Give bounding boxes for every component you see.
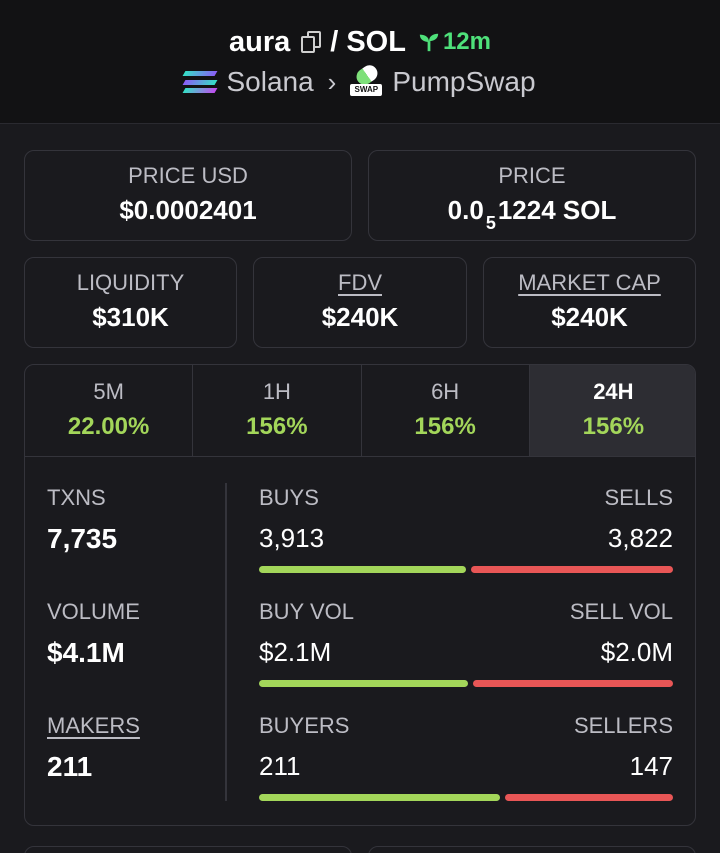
sells-label: SELLS: [604, 485, 674, 510]
price-native-zero-count: 5: [485, 213, 496, 233]
sellers-value: 147: [629, 751, 673, 781]
sell-vol-value: $2.0M: [600, 637, 673, 667]
fdv-value: $240K: [321, 302, 399, 332]
buy-sell-volume-split: BUY VOL SELL VOL $2.1M $2.0M: [259, 599, 673, 687]
chevron-right-icon: ›: [327, 66, 337, 97]
makers-label[interactable]: MAKERS: [47, 713, 140, 738]
tab-5m[interactable]: 5M 22.00%: [25, 365, 194, 456]
buys-value: 3,913: [259, 523, 325, 553]
buyers-bar-fill: [259, 794, 500, 801]
next-card-left: [24, 846, 352, 853]
sells-value: 3,822: [607, 523, 673, 553]
price-native-label: PRICE: [498, 163, 566, 188]
sprout-icon: [419, 33, 439, 52]
price-native-suffix: 1224 SOL: [497, 195, 617, 225]
price-usd-label: PRICE USD: [128, 163, 248, 188]
volume-value: $4.1M: [47, 637, 125, 668]
tab-6h-label: 6H: [431, 379, 460, 404]
makers-stat: MAKERS 211: [47, 713, 140, 783]
liquidity-card: LIQUIDITY $310K: [24, 257, 237, 348]
buyers-sellers-split: BUYERS SELLERS 211 147: [259, 713, 673, 801]
stats-divider: [225, 483, 227, 801]
tab-5m-change: 22.00%: [67, 413, 150, 440]
next-card-right: [368, 846, 696, 853]
volume-label: VOLUME: [47, 599, 140, 624]
pumpswap-icon: SWAP: [350, 62, 383, 97]
pair-title-row: aura / SOL 12m: [0, 22, 720, 62]
price-native-value: 0.0 51224 SOL: [369, 195, 695, 233]
buy-vol-value: $2.1M: [259, 637, 332, 667]
timeframe-tabs: 5M 22.00% 1H 156% 6H 156% 24H 156%: [25, 365, 695, 457]
fdv-card: FDV $240K: [253, 257, 467, 348]
tab-1h-label: 1H: [262, 379, 291, 404]
tab-24h-label: 24H: [593, 379, 634, 404]
volume-stat: VOLUME $4.1M: [47, 599, 140, 669]
buyers-value: 211: [259, 751, 301, 781]
tab-6h[interactable]: 6H 156%: [362, 365, 530, 456]
buys-sells-bar: [259, 566, 673, 573]
price-native-prefix: 0.0: [447, 195, 484, 225]
market-cap-label[interactable]: MARKET CAP: [518, 270, 661, 295]
txns-label: TXNS: [47, 485, 106, 510]
quote-symbol: SOL: [346, 25, 406, 58]
pair-separator: /: [330, 25, 339, 58]
dex-badge-text: SWAP: [350, 84, 383, 96]
buy-vol-bar-fill: [259, 680, 469, 687]
liquidity-label: LIQUIDITY: [76, 270, 185, 295]
tab-6h-change: 156%: [414, 413, 476, 440]
sells-bar-fill: [470, 566, 673, 573]
price-native-card: PRICE 0.0 51224 SOL: [368, 150, 696, 241]
sellers-label: SELLERS: [573, 713, 673, 738]
trading-stats-panel: 5M 22.00% 1H 156% 6H 156% 24H 156% TXNS …: [24, 364, 696, 826]
buys-bar-fill: [259, 566, 466, 573]
price-usd-card: PRICE USD $0.0002401: [24, 150, 352, 241]
dex-name[interactable]: PumpSwap: [392, 66, 536, 97]
fdv-label[interactable]: FDV: [338, 270, 382, 295]
sellers-bar-fill: [504, 794, 673, 801]
liquidity-value: $310K: [92, 302, 169, 332]
buyers-sellers-bar: [259, 794, 673, 801]
tab-1h-change: 156%: [246, 413, 308, 440]
makers-value: 211: [47, 751, 93, 782]
pair-age-value: 12m: [442, 28, 491, 55]
buys-label: BUYS: [259, 485, 319, 510]
sell-vol-label: SELL VOL: [569, 599, 673, 624]
buy-vol-label: BUY VOL: [259, 599, 354, 624]
market-cap-value: $240K: [551, 302, 628, 332]
copy-icon[interactable]: [300, 30, 322, 54]
txns-stat: TXNS 7,735: [47, 485, 117, 555]
tab-5m-label: 5M: [93, 379, 124, 404]
pair-header: aura / SOL 12m Solana › SWAP PumpSwap: [0, 0, 720, 124]
chain-breadcrumb: Solana › SWAP PumpSwap: [0, 62, 720, 100]
market-cap-card: MARKET CAP $240K: [483, 257, 696, 348]
buys-sells-split: BUYS SELLS 3,913 3,822: [259, 485, 673, 573]
price-usd-value: $0.0002401: [119, 195, 257, 225]
tab-24h[interactable]: 24H 156%: [529, 365, 695, 456]
pair-age: 12m: [418, 28, 491, 56]
tab-1h[interactable]: 1H 156%: [193, 365, 362, 456]
buy-sell-volume-bar: [259, 680, 673, 687]
solana-icon: [183, 69, 218, 95]
buyers-label: BUYERS: [259, 713, 350, 738]
token-symbol: aura: [229, 25, 291, 58]
sell-vol-bar-fill: [473, 680, 673, 687]
tab-24h-change: 156%: [582, 413, 645, 440]
txns-value: 7,735: [47, 523, 118, 554]
chain-name[interactable]: Solana: [226, 66, 314, 97]
